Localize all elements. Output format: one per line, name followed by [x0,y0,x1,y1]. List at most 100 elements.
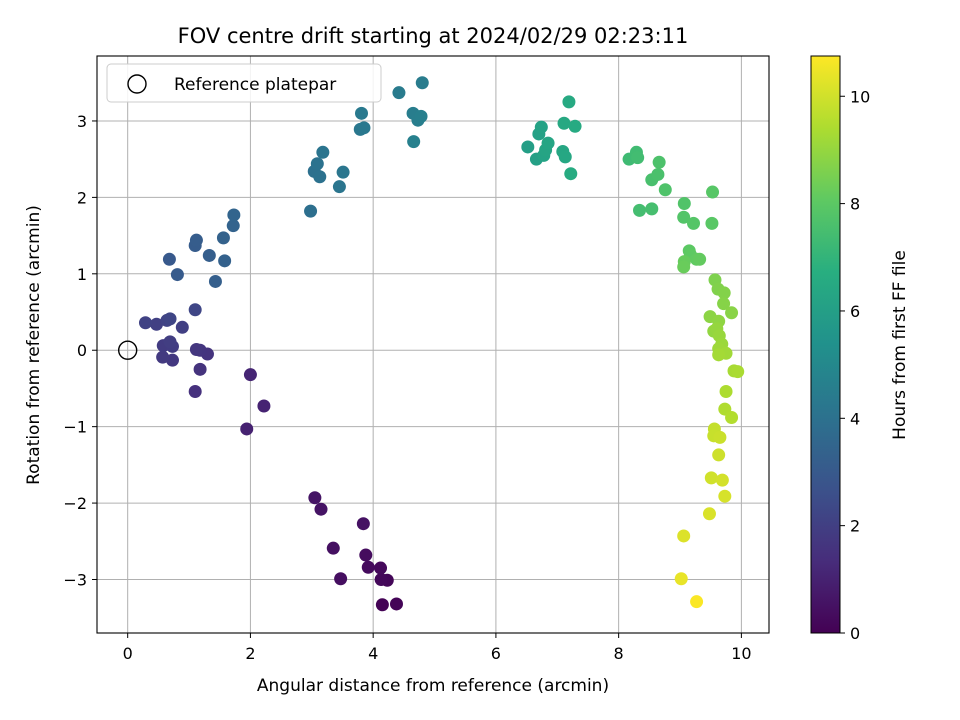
reference-marker [117,340,138,360]
data-point [706,185,720,199]
data-point [712,348,726,362]
data-point [240,422,254,436]
data-point [189,342,203,356]
plot-frame [96,55,770,634]
data-point [731,365,745,379]
data-point [725,306,739,320]
data-point [375,598,389,612]
x-tick-label: 8 [614,644,624,663]
data-point [677,260,691,274]
data-point [162,252,176,266]
data-point [677,196,691,210]
data-point [189,233,203,247]
colorbar-tick-label: 10 [850,87,870,106]
data-point [677,210,691,224]
data-point [359,548,373,562]
y-tick-label: −1 [63,418,87,437]
data-point [702,507,716,521]
data-point [357,121,371,135]
data-point [356,517,370,531]
chart-title: FOV centre drift starting at 2024/02/29 … [178,24,689,48]
data-point [308,491,322,505]
data-point [717,286,731,300]
data-point [712,448,726,462]
data-point [568,119,582,133]
data-point [156,350,170,364]
data-point [651,167,665,181]
data-point [705,216,719,230]
data-point [677,529,691,543]
data-point [717,297,731,311]
legend: Reference platepar [106,63,382,103]
data-point [557,116,571,130]
data-point [704,471,718,485]
colorbar-tick-label: 8 [850,195,860,214]
data-point [652,155,666,169]
data-point [558,150,572,164]
data-point [257,399,271,413]
data-point [163,335,177,349]
data-point [175,320,189,334]
data-point [407,135,421,149]
data-point [562,95,576,109]
data-point [165,353,179,367]
data-point [392,86,406,100]
scatter-points [138,76,745,612]
data-point [313,170,327,184]
colorbar-label: Hours from first FF file [890,250,910,440]
data-point [304,204,318,218]
data-point [336,165,350,179]
legend-marker [127,74,147,94]
y-axis-ticks: −3 −2 −1 0 1 2 3 [63,112,97,590]
y-axis-label: Rotation from reference (arcmin) [24,205,44,485]
data-point [243,368,257,382]
colorbar-tick-label: 0 [850,624,860,643]
data-point [150,317,164,331]
data-point [188,385,202,399]
data-point [310,157,324,171]
data-point [138,316,152,330]
colorbar [810,55,841,634]
data-point [690,595,704,609]
data-point [334,572,348,586]
data-point [725,410,739,424]
data-point [719,385,733,399]
data-point [226,219,240,233]
x-tick-label: 4 [368,644,378,663]
data-point [687,216,701,230]
data-point [332,180,346,194]
data-point [521,140,535,154]
y-tick-label: −3 [63,571,87,590]
data-point [355,106,369,120]
y-tick-label: −2 [63,494,87,513]
y-tick-label: 1 [77,265,87,284]
data-point [316,145,330,159]
data-point [534,120,548,134]
data-point [415,76,429,90]
data-point [188,303,202,317]
data-point [645,202,659,216]
data-point [326,541,340,555]
data-point [414,109,428,123]
data-point [314,502,328,516]
colorbar-tick-label: 6 [850,302,860,321]
data-point [633,203,647,217]
data-point [658,183,672,197]
legend-box [106,63,382,103]
colorbar-ticks: 0 2 4 6 8 10 [840,87,870,643]
data-point [361,560,375,574]
data-point [718,489,732,503]
data-point [163,312,177,326]
data-point [693,252,707,266]
data-point [541,136,555,150]
y-tick-label: 3 [77,112,87,131]
x-axis-label: Angular distance from reference (arcmin) [257,676,609,696]
data-point [674,572,688,586]
data-point [713,430,727,444]
data-point [374,573,388,587]
data-point [389,597,403,611]
y-tick-label: 2 [77,188,87,207]
data-point [564,167,578,181]
x-tick-label: 6 [491,644,501,663]
